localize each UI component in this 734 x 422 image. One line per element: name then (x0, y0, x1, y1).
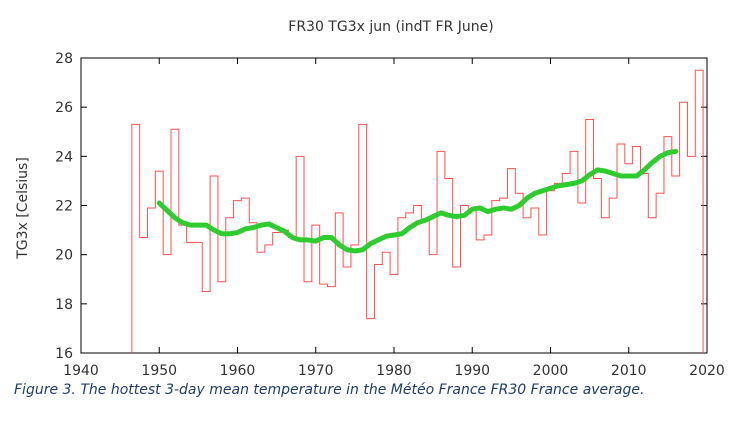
x-tick-label: 1940 (63, 363, 99, 379)
y-tick-label: 16 (55, 346, 73, 362)
x-tick-label: 2010 (611, 363, 647, 379)
y-axis-label: TG3x [Celsius] (15, 157, 31, 260)
annual-values-step-line (131, 69, 704, 353)
y-tick-label: 22 (55, 199, 73, 215)
plot-frame (80, 57, 708, 354)
x-tick-label: 2020 (689, 363, 725, 379)
y-tick-label: 20 (55, 248, 73, 264)
series-layer (131, 69, 704, 353)
x-tick-label: 1980 (376, 363, 412, 379)
x-tick-label: 1970 (298, 363, 334, 379)
y-tick-label: 28 (55, 51, 73, 67)
y-tick-label: 24 (55, 149, 73, 165)
axis-ticks: 1940 1950 1960 1970 1980 1990 2000 2010 2020 16 18… (55, 51, 725, 379)
x-tick-label: 1990 (454, 363, 490, 379)
x-tick-label: 2000 (533, 363, 569, 379)
x-tick-label: 1950 (141, 363, 177, 379)
chart: FR30 TG3x jun (indT FR June) TG3x [Celsi… (15, 19, 725, 379)
figure-caption: Figure 3. The hottest 3-day mean tempera… (14, 382, 645, 398)
chart-title: FR30 TG3x jun (indT FR June) (288, 19, 493, 35)
y-tick-label: 26 (55, 100, 73, 116)
y-tick-label: 18 (55, 297, 73, 313)
smoothed-trend-line (156, 148, 679, 254)
x-tick-label: 1960 (220, 363, 256, 379)
